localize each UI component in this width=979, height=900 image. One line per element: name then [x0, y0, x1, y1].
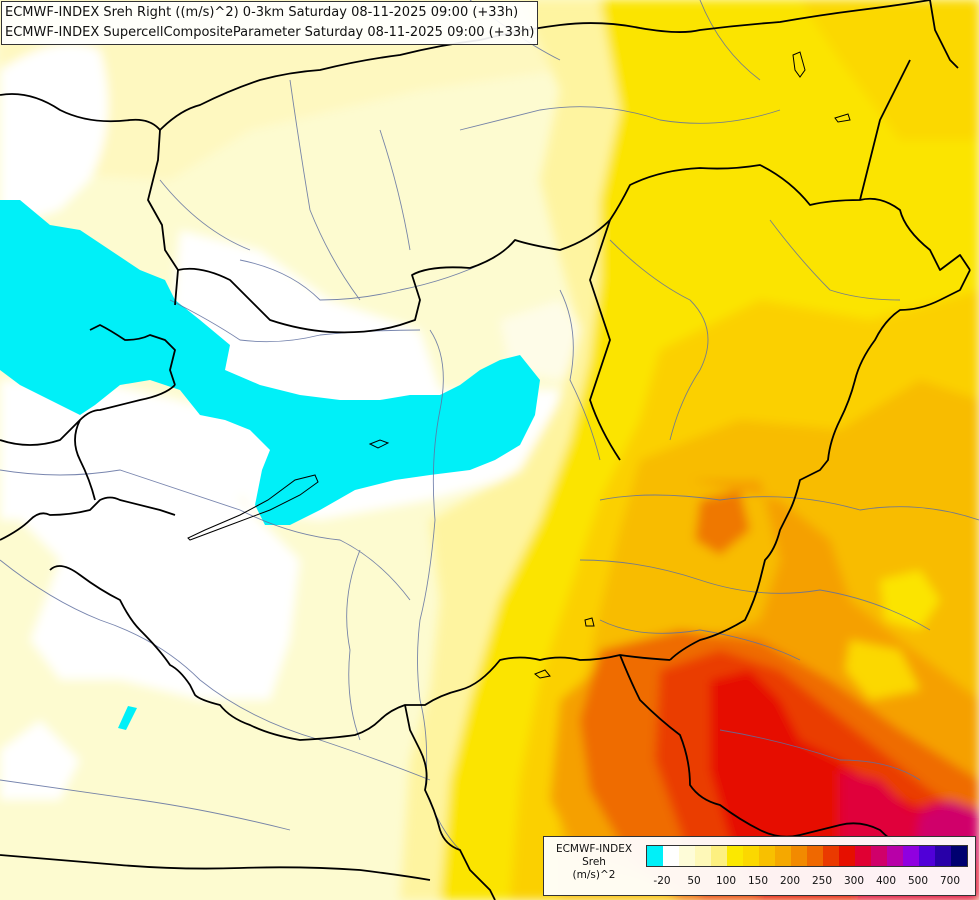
legend-swatch — [839, 846, 855, 866]
field-yellow-patch-southeast — [845, 640, 920, 700]
lake-outline-4 — [792, 51, 806, 78]
legend-swatch — [711, 846, 727, 866]
field-white-northwest — [0, 43, 108, 231]
legend-tick-label: 250 — [811, 875, 833, 887]
legend-tick-label: 400 — [875, 875, 897, 887]
legend-swatch — [647, 846, 663, 866]
legend-swatch — [791, 846, 807, 866]
legend-swatch — [903, 846, 919, 866]
lake-outline-5 — [534, 669, 551, 679]
color-legend: ECMWF-INDEX Sreh (m/s)^2 -20 50 100 150 200 2… — [543, 836, 976, 896]
field-light-yellow-west — [0, 0, 560, 190]
legend-tick-label: 100 — [715, 875, 737, 887]
field-cyan-small — [118, 706, 137, 730]
title-box: ECMWF-INDEX Sreh Right ((m/s)^2) 0-3km S… — [1, 1, 539, 45]
legend-tick-labels: -20 50 100 150 200 250 300 400 500 700 — [646, 875, 972, 889]
legend-tick-label: 700 — [939, 875, 961, 887]
legend-label-line-3: (m/s)^2 — [572, 869, 616, 881]
title-line-1: ECMWF-INDEX Sreh Right ((m/s)^2) 0-3km S… — [5, 5, 519, 20]
legend-swatch — [743, 846, 759, 866]
legend-tick-label: 150 — [747, 875, 769, 887]
lake-outline-6 — [584, 617, 595, 627]
legend-label-line-1: ECMWF-INDEX — [555, 843, 633, 855]
legend-swatch — [759, 846, 775, 866]
legend-swatch — [679, 846, 695, 866]
legend-swatch — [935, 846, 951, 866]
field-yellow-northeast — [800, 0, 979, 140]
legend-tick-label: -20 — [653, 875, 671, 887]
legend-swatch — [807, 846, 823, 866]
legend-swatch — [695, 846, 711, 866]
legend-swatch — [887, 846, 903, 866]
legend-swatch — [871, 846, 887, 866]
lake-outline-1 — [187, 474, 319, 541]
legend-swatch — [855, 846, 871, 866]
legend-swatch — [951, 846, 967, 866]
legend-tick-label: 300 — [843, 875, 865, 887]
title-line-2: ECMWF-INDEX SupercellCompositeParameter … — [5, 25, 535, 40]
lake-outline-2 — [368, 439, 390, 449]
field-cyan — [0, 200, 540, 525]
rivers — [0, 0, 979, 851]
field-dark-orange-north — [695, 490, 750, 555]
legend-label-line-2: Sreh — [582, 856, 606, 868]
legend-tick-label: 500 — [907, 875, 929, 887]
field-yellow-patch-east — [880, 570, 940, 630]
legend-swatch — [727, 846, 743, 866]
legend-swatch — [823, 846, 839, 866]
legend-swatch — [663, 846, 679, 866]
legend-swatch — [919, 846, 935, 866]
field-white-southwest — [0, 720, 80, 800]
legend-label: ECMWF-INDEX Sreh (m/s)^2 — [548, 843, 640, 882]
legend-tick-label: 50 — [687, 875, 701, 887]
lake-outline-3 — [834, 113, 851, 123]
legend-swatch — [775, 846, 791, 866]
legend-tick-label: 200 — [779, 875, 801, 887]
legend-color-scale — [646, 845, 968, 867]
